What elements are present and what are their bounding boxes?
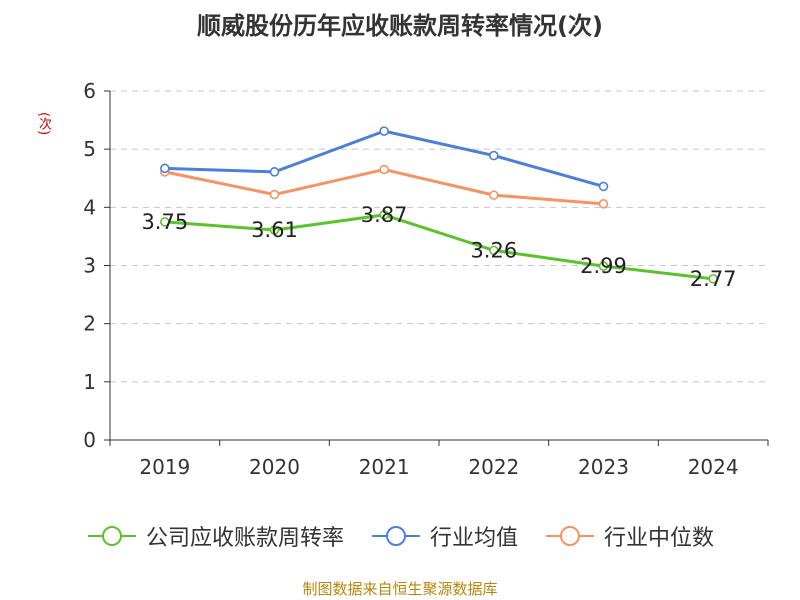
y-tick-label: 2 xyxy=(83,312,96,336)
data-label: 3.75 xyxy=(141,210,188,234)
series-line-1 xyxy=(164,129,604,188)
data-label: 3.61 xyxy=(251,218,298,242)
legend-item[interactable]: 行业中位数 xyxy=(544,520,714,552)
data-point xyxy=(489,150,499,161)
legend: 公司应收账款周转率 行业均值 行业中位数 xyxy=(0,520,800,552)
legend-marker-icon xyxy=(371,526,420,546)
y-tick-label: 3 xyxy=(83,254,96,278)
x-tick-label: 2024 xyxy=(688,455,739,479)
x-tick-label: 2020 xyxy=(249,455,300,479)
data-point xyxy=(269,225,280,235)
series-line-2 xyxy=(164,168,604,206)
y-tick-label: 4 xyxy=(83,195,96,219)
data-point xyxy=(489,245,499,256)
data-point xyxy=(598,199,609,209)
source-note: 制图数据来自恒生聚源数据库 xyxy=(302,580,498,598)
y-tick-label: 1 xyxy=(83,370,96,394)
data-point xyxy=(269,167,280,177)
legend-label: 公司应收账款周转率 xyxy=(145,526,344,551)
legend-label: 行业中位数 xyxy=(604,526,715,551)
legend-marker-icon xyxy=(546,526,594,546)
data-point xyxy=(160,217,170,227)
legend-marker-icon xyxy=(87,526,136,546)
chart-title: 顺威股份历年应收账款周转率情况(次) xyxy=(197,12,603,40)
data-point xyxy=(598,181,609,192)
series-line-0 xyxy=(164,213,714,281)
y-tick-label: 5 xyxy=(83,137,96,161)
data-label: 3.87 xyxy=(361,203,408,227)
data-point xyxy=(379,164,389,175)
data-point xyxy=(598,261,609,271)
data-point xyxy=(379,126,389,136)
legend-item[interactable]: 行业均值 xyxy=(370,520,518,552)
data-label: 2.77 xyxy=(690,267,737,291)
y-axis-label: (次) xyxy=(36,112,51,136)
x-tick-label: 2022 xyxy=(468,455,519,479)
data-point xyxy=(489,190,499,200)
data-point xyxy=(379,210,389,220)
x-tick-label: 2019 xyxy=(139,455,190,479)
data-point xyxy=(708,274,718,284)
data-label: 2.99 xyxy=(580,254,627,278)
data-point xyxy=(160,163,170,174)
x-tick-label: 2021 xyxy=(359,455,410,479)
data-point xyxy=(269,189,280,200)
legend-item[interactable]: 公司应收账款周转率 xyxy=(86,520,344,552)
y-tick-label: 6 xyxy=(83,79,96,103)
x-tick-label: 2023 xyxy=(578,455,629,479)
legend-label: 行业均值 xyxy=(429,526,518,551)
data-label: 3.26 xyxy=(470,238,517,262)
y-tick-label: 0 xyxy=(83,428,96,452)
